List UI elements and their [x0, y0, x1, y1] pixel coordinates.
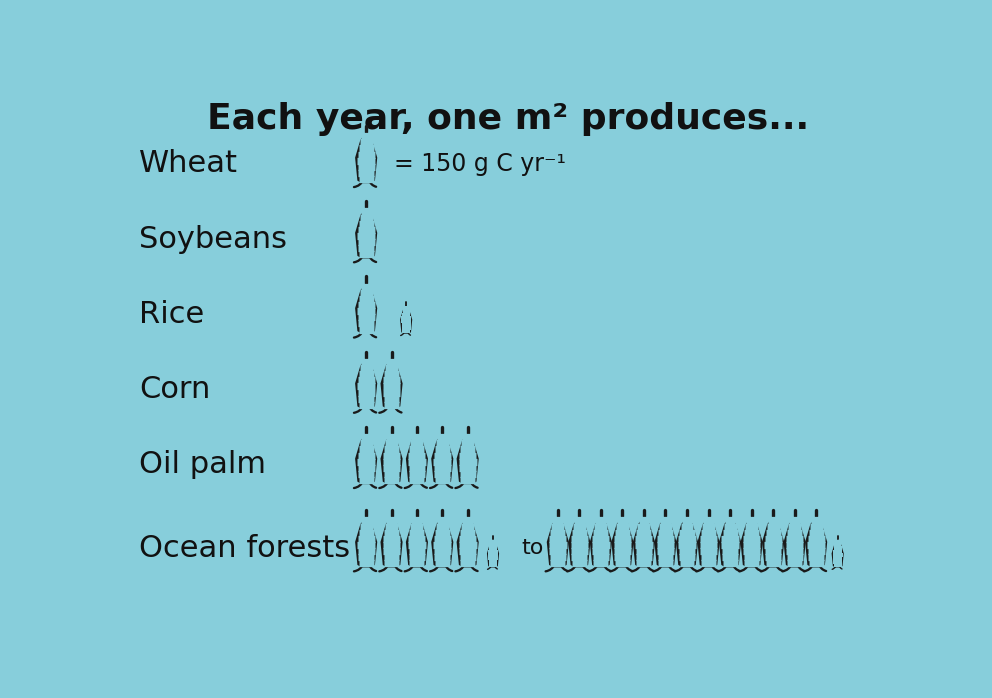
PathPatch shape: [355, 207, 377, 258]
PathPatch shape: [355, 132, 377, 183]
PathPatch shape: [355, 433, 377, 484]
PathPatch shape: [784, 517, 806, 567]
PathPatch shape: [432, 433, 453, 484]
Text: Ocean forests: Ocean forests: [139, 533, 350, 563]
PathPatch shape: [697, 517, 719, 567]
PathPatch shape: [762, 517, 784, 567]
PathPatch shape: [633, 517, 655, 567]
PathPatch shape: [568, 517, 590, 567]
PathPatch shape: [676, 517, 698, 567]
Text: Corn: Corn: [139, 375, 210, 404]
PathPatch shape: [831, 540, 844, 567]
Text: = 150 g C yr⁻¹: = 150 g C yr⁻¹: [394, 151, 565, 176]
PathPatch shape: [806, 517, 827, 567]
Text: Rice: Rice: [139, 299, 204, 329]
PathPatch shape: [355, 283, 377, 334]
Text: Wheat: Wheat: [139, 149, 238, 178]
PathPatch shape: [590, 517, 612, 567]
PathPatch shape: [381, 358, 403, 409]
PathPatch shape: [406, 517, 428, 567]
PathPatch shape: [487, 540, 499, 567]
PathPatch shape: [355, 517, 377, 567]
PathPatch shape: [432, 517, 453, 567]
PathPatch shape: [355, 358, 377, 409]
PathPatch shape: [406, 433, 428, 484]
PathPatch shape: [381, 433, 403, 484]
Text: Each year, one m² produces...: Each year, one m² produces...: [207, 102, 809, 135]
PathPatch shape: [740, 517, 763, 567]
Text: to: to: [521, 538, 544, 558]
PathPatch shape: [456, 433, 479, 484]
Text: Oil palm: Oil palm: [139, 450, 267, 480]
Text: Soybeans: Soybeans: [139, 225, 288, 253]
PathPatch shape: [381, 517, 403, 567]
PathPatch shape: [456, 517, 479, 567]
PathPatch shape: [719, 517, 741, 567]
PathPatch shape: [655, 517, 677, 567]
PathPatch shape: [547, 517, 568, 567]
PathPatch shape: [400, 306, 413, 334]
PathPatch shape: [611, 517, 634, 567]
